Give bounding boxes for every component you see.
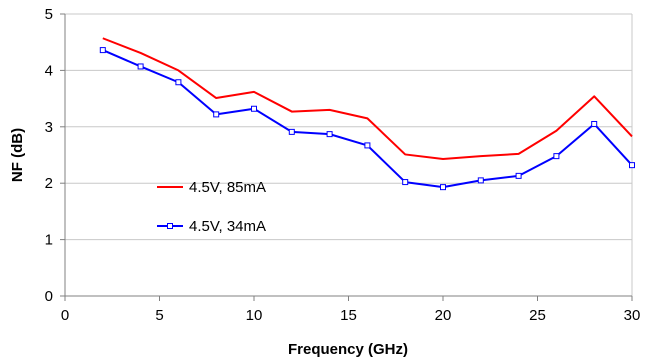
x-tick-label: 25 [529, 307, 546, 324]
data-point-marker [99, 47, 106, 54]
data-point-marker [326, 131, 333, 138]
data-point-marker [591, 120, 598, 127]
x-tick-label: 10 [246, 307, 263, 324]
y-tick-label: 3 [45, 119, 53, 136]
x-tick-label: 0 [61, 307, 69, 324]
x-tick-label: 5 [155, 307, 163, 324]
data-point-marker [175, 79, 182, 86]
y-tick-label: 5 [45, 6, 53, 23]
data-point-marker [364, 142, 371, 149]
tick-labels: 0 1 2 3 4 5 0 5 10 15 20 25 30 [45, 6, 641, 324]
x-axis-title: Frequency (GHz) [288, 341, 408, 358]
data-point-marker [402, 179, 409, 186]
y-tick-label: 1 [45, 232, 53, 249]
data-point-marker [137, 63, 144, 70]
data-point-marker [629, 162, 635, 169]
data-point-marker [553, 153, 560, 160]
data-point-marker [477, 177, 484, 184]
x-tick-label: 30 [624, 307, 641, 324]
series-line [102, 37, 633, 160]
data-point-marker [288, 128, 295, 135]
y-tick-label: 0 [45, 288, 53, 305]
data-point-marker [213, 111, 220, 118]
legend-item-2: 4.5V, 34mA [157, 218, 266, 235]
data-series [99, 37, 635, 191]
data-point-marker [251, 105, 257, 112]
legend: 4.5V, 85mA 4.5V, 34mA [157, 179, 266, 235]
series-2 [99, 47, 635, 191]
y-tick-label: 2 [45, 175, 53, 192]
data-point-marker [515, 172, 522, 179]
y-tick-label: 4 [45, 62, 53, 79]
legend-label: 4.5V, 34mA [189, 218, 266, 235]
legend-item-1: 4.5V, 85mA [157, 179, 266, 196]
legend-marker [167, 223, 173, 229]
x-tick-label: 15 [340, 307, 357, 324]
series-1 [102, 37, 633, 160]
axes [60, 13, 633, 301]
data-point-marker [440, 184, 446, 191]
legend-label: 4.5V, 85mA [189, 179, 266, 196]
x-tick-label: 20 [435, 307, 452, 324]
y-axis-title: NF (dB) [9, 128, 26, 182]
gridlines [65, 13, 633, 296]
